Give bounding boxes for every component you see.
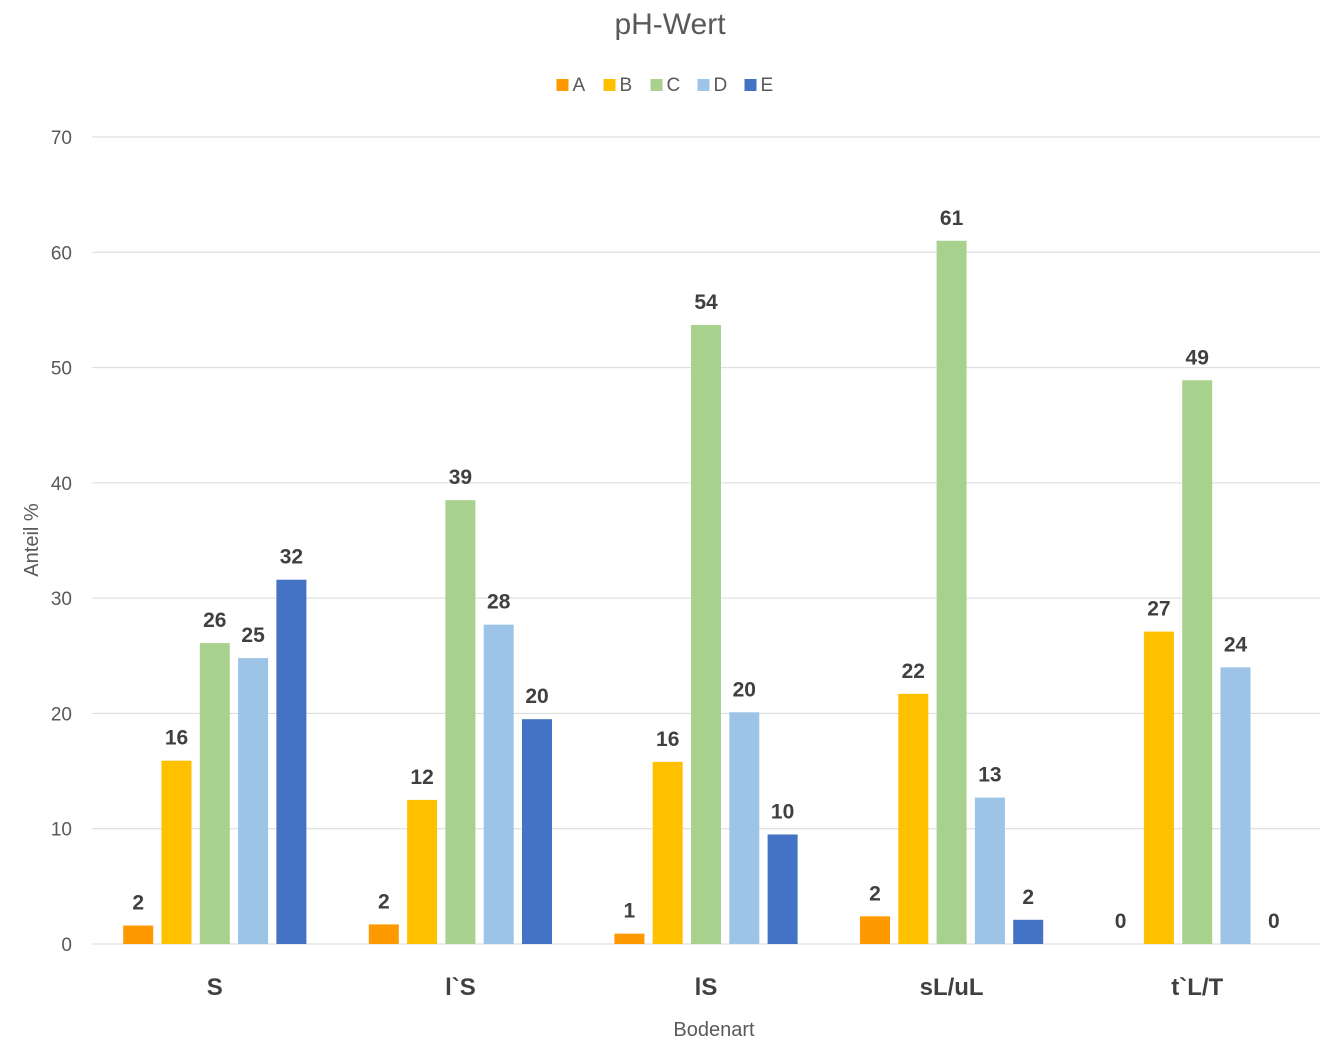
category-label: sL/uL: [920, 974, 984, 1001]
data-label: 54: [694, 291, 718, 314]
data-label: 20: [525, 685, 548, 708]
y-axis-title: Anteil %: [21, 503, 43, 577]
bar-B-1: [407, 799, 438, 944]
bar-C-0: [199, 643, 230, 944]
chart-title: pH-Wert: [614, 8, 726, 41]
bar-D-4: [1220, 667, 1251, 944]
y-tick-label: 10: [51, 820, 72, 841]
bar-D-3: [974, 797, 1005, 944]
category-label: t`L/T: [1171, 974, 1223, 1001]
category-label: lS: [695, 974, 718, 1001]
data-label: 12: [410, 766, 433, 789]
data-label: 27: [1147, 598, 1170, 621]
bar-E-0: [276, 579, 307, 944]
x-axis-title: Bodenart: [673, 1019, 755, 1041]
bar-D-1: [483, 624, 514, 944]
category-label: S: [207, 974, 223, 1001]
bar-C-1: [445, 500, 476, 944]
data-label: 28: [487, 591, 511, 614]
y-tick-label: 70: [51, 128, 72, 149]
y-tick-label: 0: [61, 935, 72, 956]
data-label: 0: [1115, 910, 1127, 933]
data-label: 2: [869, 882, 881, 905]
bar-A-0: [123, 925, 154, 944]
data-label: 39: [449, 466, 472, 489]
bar-D-0: [238, 658, 269, 944]
y-tick-label: 40: [51, 474, 72, 495]
bar-E-2: [767, 834, 798, 944]
y-tick-label: 60: [51, 243, 72, 264]
data-label: 25: [241, 624, 265, 647]
data-label: 2: [1022, 886, 1034, 909]
legend: A B C D E: [556, 75, 774, 96]
data-label: 16: [656, 728, 679, 751]
data-label: 2: [378, 890, 390, 913]
data-label: 10: [771, 800, 794, 823]
data-label: 0: [1268, 910, 1280, 933]
legend-swatch-E: [744, 79, 757, 91]
legend-label: B: [620, 75, 633, 96]
bar-C-3: [936, 240, 967, 944]
category-label: l`S: [445, 974, 476, 1001]
bar-C-4: [1182, 380, 1213, 944]
bar-A-3: [860, 916, 890, 944]
data-label: 16: [165, 727, 188, 750]
y-tick-label: 20: [51, 704, 72, 725]
bar-E-1: [522, 719, 552, 944]
legend-swatch-A: [556, 79, 569, 91]
bars: [123, 240, 1251, 944]
data-label: 26: [203, 609, 226, 632]
y-tick-label: 50: [51, 359, 72, 380]
data-label: 2: [132, 892, 144, 915]
bar-A-2: [614, 933, 645, 944]
data-label: 1: [624, 900, 636, 923]
bar-B-2: [652, 761, 683, 944]
legend-label: E: [761, 75, 774, 96]
bar-A-1: [368, 924, 399, 944]
data-label: 61: [940, 207, 964, 230]
bar-B-4: [1143, 631, 1174, 944]
bar-D-2: [729, 712, 760, 944]
data-label: 22: [902, 660, 925, 683]
legend-label: C: [667, 75, 681, 96]
legend-swatch-B: [603, 79, 616, 91]
bar-B-0: [161, 760, 192, 944]
bar-C-2: [691, 324, 721, 944]
legend-swatch-D: [697, 79, 710, 91]
data-label: 49: [1186, 346, 1209, 369]
data-label: 13: [978, 764, 1001, 787]
data-labels: 2162625322123928201165420102226113202749…: [132, 207, 1279, 933]
legend-label: A: [573, 75, 586, 96]
bar-E-3: [1013, 919, 1044, 944]
data-label: 24: [1224, 633, 1248, 656]
y-axis-ticks: 0 10 20 30 40 50 60 70: [51, 128, 72, 956]
data-label: 20: [733, 678, 756, 701]
legend-swatch-C: [650, 79, 663, 91]
y-tick-label: 30: [51, 589, 72, 610]
legend-label: D: [714, 75, 728, 96]
bar-B-3: [898, 693, 929, 944]
data-label: 32: [280, 546, 303, 569]
